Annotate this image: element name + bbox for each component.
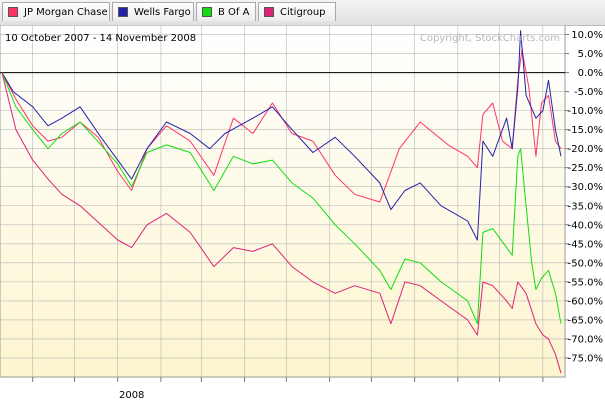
y-tick-label: -75.0% (568, 353, 603, 364)
x-tick-label-2008: 2008 (119, 390, 144, 401)
y-axis: 10.0% 5.0% 0.0% -5.0% -10.0% -15.0% -20.0% -25.… (565, 30, 603, 364)
y-tick-label: 0.0% (578, 68, 603, 79)
series-layer (1, 30, 562, 374)
series-line-jp-morgan-chase (1, 49, 562, 203)
y-tick-label: -70.0% (568, 334, 603, 345)
legend-label: Wells Fargo (134, 7, 191, 18)
y-tick-label: 5.0% (578, 49, 603, 60)
y-tick-label: -15.0% (568, 125, 603, 136)
series-line-citigroup (1, 72, 562, 374)
y-tick-label: -10.0% (568, 106, 603, 117)
legend-tab-wells-fargo[interactable]: Wells Fargo (112, 2, 194, 21)
legend-swatch-jp-morgan-chase (8, 7, 18, 17)
y-tick-label: -35.0% (568, 201, 603, 212)
legend-label: Citigroup (280, 7, 326, 18)
y-tick-label: -65.0% (568, 315, 603, 326)
legend-tab-citigroup[interactable]: Citigroup (258, 2, 336, 21)
y-tick-label: -50.0% (568, 258, 603, 269)
y-tick-label: -30.0% (568, 182, 603, 193)
y-tick-label: -25.0% (568, 163, 603, 174)
legend-swatch-wells-fargo (118, 7, 128, 17)
y-tick-label: -5.0% (574, 87, 603, 98)
copyright-label: Copyright, StockCharts.com (420, 33, 560, 44)
legend-tab-b-of-a[interactable]: B Of A (196, 2, 256, 21)
legend-swatch-citigroup (264, 7, 274, 17)
date-range-label: 10 October 2007 - 14 November 2008 (5, 33, 196, 44)
y-tick-label: -20.0% (568, 144, 603, 155)
y-tick-label: -60.0% (568, 296, 603, 307)
y-tick-label: -40.0% (568, 220, 603, 231)
legend-tab-jp-morgan-chase[interactable]: JP Morgan Chase (2, 2, 110, 21)
y-tick-label: -45.0% (568, 239, 603, 250)
series-line-wells-fargo (1, 30, 562, 241)
series-line-b-of-a (1, 72, 562, 325)
legend-label: JP Morgan Chase (24, 7, 108, 18)
y-tick-label: 10.0% (571, 30, 603, 41)
plot-area (0, 25, 566, 378)
legend-label: B Of A (218, 7, 250, 18)
legend-bar: JP Morgan Chase Wells Fargo B Of A Citig… (0, 0, 605, 26)
gridlines (0, 25, 565, 382)
y-tick-label: -55.0% (568, 277, 603, 288)
performance-chart: 10.0% 5.0% 0.0% -5.0% -10.0% -15.0% -20.0% -25.… (0, 25, 603, 401)
legend-swatch-b-of-a (202, 7, 212, 17)
